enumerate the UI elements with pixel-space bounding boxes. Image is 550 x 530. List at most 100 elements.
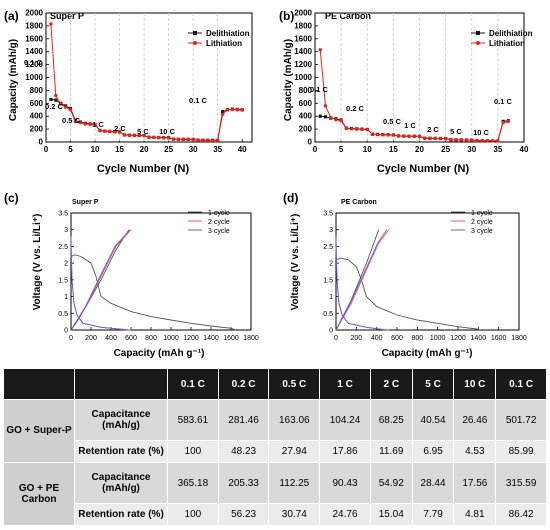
table-cell: 100 <box>167 440 219 463</box>
panel-title: Super P <box>50 11 84 21</box>
row-label-header <box>74 368 168 400</box>
data-point <box>78 120 83 125</box>
panel-title: PE Carbon <box>325 11 371 21</box>
rate-label: 10 C <box>159 127 175 136</box>
legend-label: 2 cycle <box>208 219 230 226</box>
data-point <box>459 138 463 142</box>
table-row: Retention rate (%) 100 48.23 27.94 17.86… <box>4 440 547 463</box>
data-point <box>396 134 401 138</box>
data-point <box>162 136 166 140</box>
data-point <box>318 48 322 52</box>
data-point <box>171 137 176 141</box>
data-point <box>68 108 73 112</box>
legend-marker <box>476 31 480 35</box>
x-tick-label: 200 <box>350 335 362 342</box>
column-header: 0.1 C <box>167 368 219 400</box>
data-point <box>196 138 200 142</box>
x-tick-label: 400 <box>105 335 117 342</box>
table-cell: 85.99 <box>495 440 547 463</box>
data-point <box>349 127 354 131</box>
data-point <box>428 136 432 141</box>
x-tick-label: 0 <box>334 335 338 342</box>
x-tick-label: 600 <box>125 335 137 342</box>
x-tick-label: 10 <box>91 145 100 154</box>
y-tick-label: 800 <box>30 86 44 95</box>
table-cell: 365.18 <box>167 461 219 505</box>
corner-cell <box>3 368 75 400</box>
y-tick-label: 2.5 <box>323 244 333 251</box>
voltage-curve <box>335 229 388 331</box>
y-tick-label: 400 <box>30 112 44 121</box>
table-cell: 281.46 <box>217 398 270 442</box>
y-tick-label: 600 <box>30 99 44 108</box>
y-tick-label: 2 <box>64 261 68 268</box>
data-point <box>470 138 474 142</box>
y-tick-label: 200 <box>30 125 44 134</box>
y-tick-label: 2.5 <box>58 244 68 251</box>
data-point <box>147 135 151 139</box>
table-row: GO + PE Carbon Capacitance (mAh/g) 365.1… <box>3 461 547 527</box>
rate-label: 10 C <box>473 128 489 137</box>
table-cell: 40.54 <box>411 398 455 442</box>
data-point <box>240 108 244 112</box>
voltage-curve <box>335 257 481 331</box>
legend-label: 2 cycle <box>471 219 493 226</box>
data-point <box>49 97 53 102</box>
x-tick-label: 0 <box>313 145 318 154</box>
x-tick-label: 40 <box>520 145 529 154</box>
x-tick-label: 1200 <box>183 335 199 342</box>
plot-area: 0 5 10 15 20 25 30 35 40020040060080010001200140… <box>294 9 532 155</box>
data-point <box>355 127 359 131</box>
data-point <box>220 110 225 114</box>
rate-label: 5 C <box>137 127 149 136</box>
x-tick-label: 1600 <box>491 335 507 342</box>
x-tick-label: 800 <box>411 335 423 342</box>
panel-c-voltage-chart: (c) Super P Voltage (V vs. Li/Li⁺) Capac… <box>4 191 259 359</box>
rate-label: 5 C <box>450 127 462 136</box>
x-tick-label: 800 <box>145 335 157 342</box>
voltage-curve <box>335 229 390 331</box>
table-cell: 68.25 <box>369 398 413 442</box>
data-point <box>490 139 495 143</box>
y-tick-label: 1 <box>329 294 333 301</box>
data-point <box>73 119 78 124</box>
plot-frame <box>70 212 252 331</box>
data-point <box>186 137 190 142</box>
data-point <box>191 137 195 142</box>
y-tick-label: 1800 <box>25 21 43 30</box>
legend-label: 1 cycle <box>471 210 493 217</box>
plot-area: 0 200 400 600 800 1000 1200 1400 1600 1800 0 0.5 1 1.… <box>58 210 259 342</box>
y-tick-label: 1000 <box>294 73 312 82</box>
column-header: 5 C <box>411 368 455 400</box>
column-header: 1 C <box>319 368 371 400</box>
rate-label: 2 C <box>427 125 439 134</box>
row-label: Retention rate (%) <box>74 503 168 526</box>
y-tick-label: 3 <box>64 227 68 234</box>
x-axis-label: Capacity (mAh g⁻¹) <box>114 348 205 359</box>
data-point <box>318 114 322 118</box>
y-axis-label: Capacity (mAh/g) <box>283 39 294 121</box>
data-point <box>417 134 422 139</box>
data-point <box>112 130 117 134</box>
data-point <box>59 102 63 106</box>
rate-label: 0.1 C <box>310 85 329 94</box>
data-point <box>464 138 469 142</box>
group-label: GO + PE Carbon <box>3 461 75 527</box>
panel-label: (c) <box>4 191 19 205</box>
table-row: GO + Super-P Capacitance (mAh/g) 583.61 … <box>3 398 547 463</box>
rate-label: 0.1 C <box>189 96 208 105</box>
data-point <box>381 133 385 137</box>
data-point <box>402 134 406 138</box>
x-tick-label: 15 <box>115 145 124 154</box>
x-tick-label: 5 <box>339 145 344 154</box>
data-point <box>215 138 220 143</box>
y-tick-label: 1200 <box>25 60 43 69</box>
data-point <box>433 136 437 141</box>
table-cell: 4.81 <box>453 503 497 526</box>
data-point <box>480 139 484 143</box>
x-tick-label: 20 <box>415 145 424 154</box>
x-tick-label: 200 <box>85 335 97 342</box>
y-tick-label: 1600 <box>25 34 43 43</box>
table-cell: 7.79 <box>411 503 455 526</box>
data-point <box>365 127 369 132</box>
